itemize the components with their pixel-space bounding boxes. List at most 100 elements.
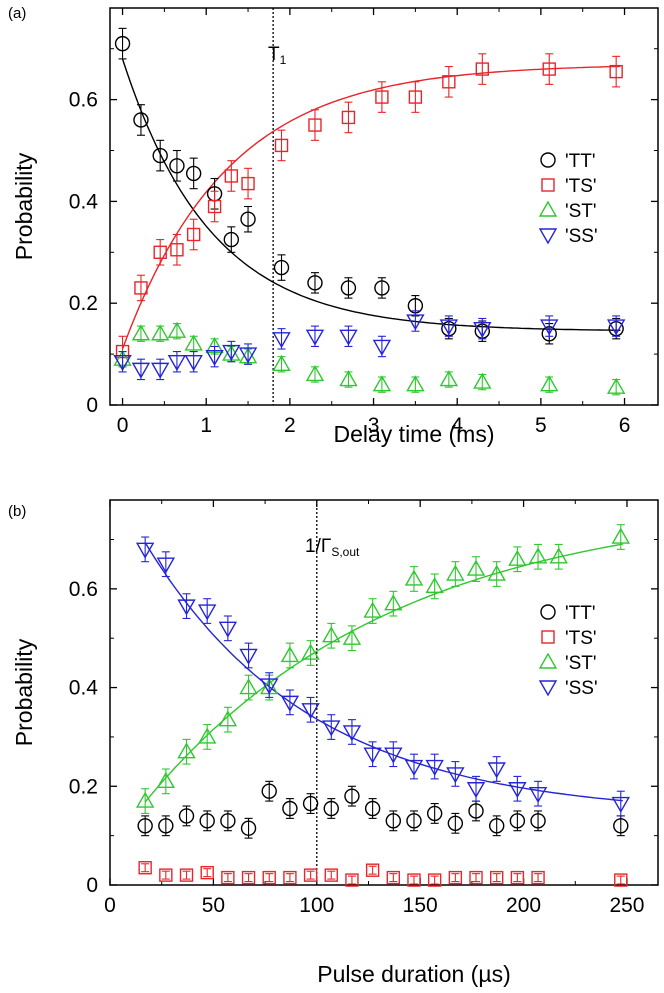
panel-a-y-axis-title: Probability: [11, 152, 37, 260]
data-point: [179, 868, 194, 882]
panel-a-x-tick-label: 4: [451, 414, 463, 437]
panel-b-legend-marker: [541, 630, 555, 644]
panel-b-y-axis-title: Probability: [11, 638, 37, 746]
data-point: [159, 868, 173, 882]
panel-a-plot-frame: [109, 7, 659, 406]
data-point: [342, 628, 362, 645]
data-point: [200, 865, 214, 880]
panel-a-fit-curve: [121, 58, 621, 331]
data-point: [131, 362, 151, 379]
data-point: [363, 601, 382, 618]
panel-b: (b) 0 50 100 150 200 250 0 0.2 0.4 0.6 Pulse durati…: [8, 499, 659, 987]
data-point: [186, 227, 201, 242]
panel-b-marker-line-label-sub: S,out: [331, 545, 360, 559]
panel-b-plot-frame: [109, 499, 659, 886]
data-point: [167, 355, 187, 372]
data-point: [364, 800, 381, 817]
panel-a-marker-line-label-sub: 1: [280, 53, 287, 67]
panel-b-series-3: [135, 536, 630, 817]
panel-a-label: (a): [8, 5, 26, 22]
data-point: [531, 870, 545, 885]
data-point: [218, 710, 238, 727]
data-point: [447, 815, 464, 832]
data-point: [222, 344, 241, 361]
data-point: [156, 557, 176, 574]
data-point: [374, 280, 390, 296]
panel-b-legend-label: 'ST': [565, 653, 597, 674]
panel-b-legend-marker: [540, 604, 556, 620]
data-point: [466, 782, 486, 799]
panel-a-series-2: [113, 321, 626, 396]
data-point: [542, 62, 556, 76]
data-point: [609, 64, 623, 79]
data-point: [134, 281, 148, 295]
data-point: [426, 805, 443, 822]
data-point: [239, 648, 258, 665]
data-point: [138, 861, 152, 875]
data-point: [308, 118, 322, 132]
data-point: [184, 334, 203, 351]
data-point: [510, 870, 525, 885]
panel-b-legend-label: 'TS': [565, 628, 597, 649]
data-point: [184, 355, 203, 372]
data-point: [427, 873, 442, 887]
data-point: [301, 643, 320, 660]
data-point: [406, 813, 422, 829]
data-point: [549, 547, 568, 564]
panel-b-legend-marker: [538, 652, 558, 669]
data-point: [408, 90, 423, 104]
data-point: [339, 329, 358, 346]
data-point: [197, 604, 217, 621]
data-point: [282, 800, 298, 817]
data-point: [473, 321, 492, 339]
panel-a-legend-marker: [538, 200, 558, 217]
data-point: [273, 259, 290, 276]
data-point: [324, 868, 338, 882]
data-point: [611, 527, 630, 544]
panel-a-x-tick-label: 1: [200, 414, 212, 437]
data-point: [468, 803, 484, 819]
data-point: [404, 759, 424, 776]
data-point: [224, 169, 239, 183]
panel-a-marker-line-label: T1: [268, 44, 287, 67]
data-point: [221, 870, 235, 885]
data-point: [197, 727, 217, 744]
data-point: [322, 720, 341, 737]
data-point: [135, 542, 155, 559]
data-point: [606, 319, 626, 336]
data-point: [170, 243, 184, 257]
panel-b-y-tick-label: 0.4: [69, 677, 99, 700]
panel-a-legend-label: 'SS': [565, 226, 598, 247]
panel-a-y-tick-label: 0.4: [69, 190, 99, 213]
panel-a-x-tick-label: 2: [284, 414, 296, 437]
data-point: [223, 231, 240, 248]
panel-a-y-tick-label: 0.2: [69, 292, 98, 315]
data-point: [448, 870, 463, 885]
data-point: [280, 695, 300, 712]
data-point: [261, 783, 277, 799]
data-point: [239, 678, 258, 695]
data-point: [238, 347, 258, 364]
data-point: [406, 314, 425, 331]
data-point: [307, 275, 323, 291]
panel-a-legend-marker: [538, 228, 558, 245]
data-point: [302, 795, 319, 812]
data-point: [466, 559, 486, 576]
data-point: [240, 211, 256, 227]
data-point: [473, 372, 492, 389]
data-point: [137, 818, 153, 834]
data-point: [425, 759, 444, 776]
panel-a-legend-label: 'TT': [565, 151, 595, 172]
panel-b-x-axis-title: Pulse duration (µs): [317, 961, 511, 987]
panel-a-legend-marker: [540, 152, 556, 168]
panel-b-marker-line-label: 1/ΓS,out: [305, 536, 360, 559]
data-point: [363, 747, 382, 764]
data-point: [199, 813, 215, 829]
data-point: [305, 365, 325, 382]
data-point: [439, 370, 459, 387]
data-point: [340, 280, 357, 296]
data-point: [207, 199, 222, 214]
data-point: [135, 791, 155, 808]
data-point: [339, 370, 358, 387]
